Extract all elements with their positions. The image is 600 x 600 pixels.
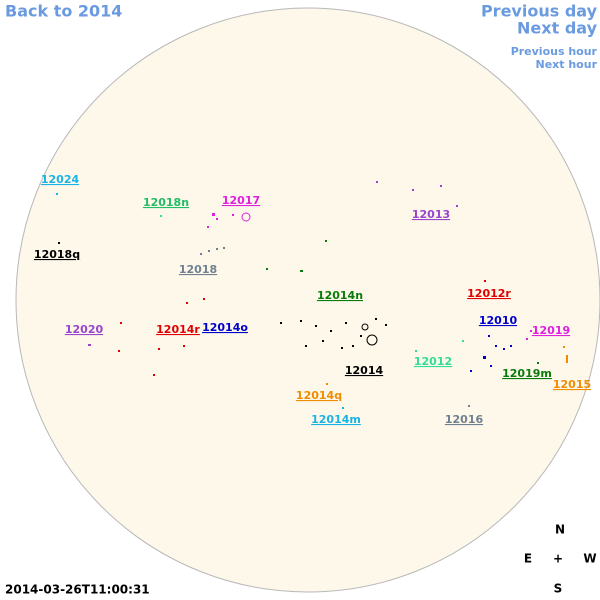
region-label[interactable]: 12015	[553, 378, 591, 391]
region-labels: 12024 12018n 12017 12013 12018q 12018 12…	[34, 173, 591, 426]
next-hour-link[interactable]: Next hour	[536, 58, 598, 71]
compass-north: N	[555, 523, 565, 537]
region-label[interactable]: 12014	[345, 364, 384, 377]
region-label[interactable]: 12014r	[156, 323, 200, 336]
region-label[interactable]: 12019	[532, 324, 570, 337]
region-label[interactable]: 12014o	[202, 321, 248, 334]
sunspots	[56, 181, 568, 409]
back-link[interactable]: Back to 2014	[5, 2, 122, 21]
compass-east: E	[524, 552, 532, 566]
region-label[interactable]: 12014m	[311, 413, 361, 426]
region-label[interactable]: 12018q	[34, 248, 80, 261]
region-label[interactable]: 12014q	[296, 389, 342, 402]
timestamp: 2014-03-26T11:00:31	[5, 583, 150, 597]
compass-west: W	[583, 552, 596, 566]
region-label[interactable]: 12020	[65, 323, 104, 336]
region-label[interactable]: 12012r	[467, 287, 511, 300]
compass-south: S	[554, 582, 563, 596]
region-label[interactable]: 12018	[179, 263, 217, 276]
next-day-link[interactable]: Next day	[517, 19, 598, 38]
region-label[interactable]: 12017	[222, 194, 260, 207]
compass-center: +	[553, 552, 563, 566]
previous-hour-link[interactable]: Previous hour	[511, 45, 598, 58]
region-label[interactable]: 12013	[412, 208, 450, 221]
region-label[interactable]: 12016	[445, 413, 484, 426]
region-label[interactable]: 12012	[414, 355, 452, 368]
region-label[interactable]: 12014n	[317, 289, 363, 302]
region-label[interactable]: 12010	[479, 314, 518, 327]
previous-day-link[interactable]: Previous day	[481, 2, 598, 21]
region-label[interactable]: 12024	[41, 173, 80, 186]
compass: N E + W S	[524, 523, 597, 596]
region-label[interactable]: 12019m	[502, 367, 552, 380]
region-label[interactable]: 12018n	[143, 196, 189, 209]
solar-disk	[15, 7, 600, 593]
